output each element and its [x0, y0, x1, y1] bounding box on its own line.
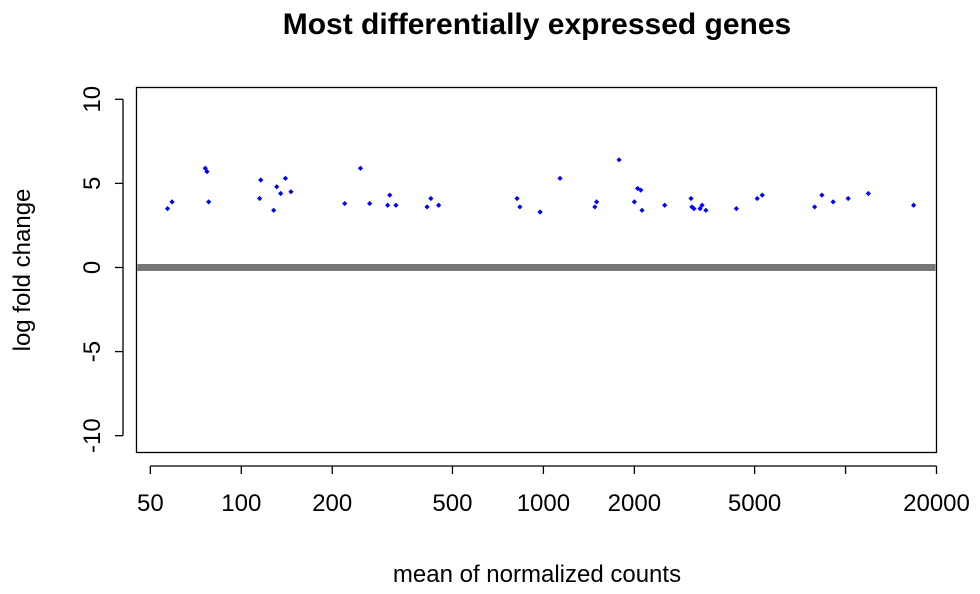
data-point — [662, 202, 668, 208]
data-point — [342, 200, 348, 207]
data-point — [514, 195, 520, 202]
data-point — [428, 195, 434, 202]
data-point — [385, 202, 391, 208]
data-point — [169, 199, 175, 205]
x-tick-label: 2000 — [608, 490, 661, 517]
data-point — [258, 177, 264, 183]
y-tick-label: 5 — [79, 177, 106, 190]
x-tick-label: 100 — [221, 490, 261, 517]
data-point — [754, 195, 760, 202]
x-tick-label: 1000 — [517, 490, 570, 517]
data-point — [638, 187, 644, 193]
y-tick-label: -5 — [79, 341, 106, 362]
data-point — [367, 200, 373, 207]
data-point — [819, 192, 825, 198]
data-point — [271, 207, 277, 213]
y-axis-label: log fold change — [9, 189, 36, 352]
data-point — [288, 189, 294, 195]
x-tick-label: 200 — [312, 490, 352, 517]
data-point — [733, 206, 739, 212]
points-layer — [164, 157, 917, 215]
data-point — [557, 175, 563, 181]
data-point — [257, 195, 263, 202]
x-tick-label: 20000 — [903, 490, 970, 517]
data-point — [759, 192, 765, 198]
y-axis: 10 5 0 -5 -10 — [79, 86, 124, 453]
data-point — [639, 207, 645, 213]
y-tick-label: 10 — [79, 86, 106, 113]
data-point — [278, 190, 284, 197]
data-point — [436, 202, 442, 208]
data-point — [387, 192, 393, 198]
x-tick-label: 50 — [137, 490, 164, 517]
x-axis-label: mean of normalized counts — [393, 561, 681, 588]
data-point — [616, 157, 622, 163]
data-point — [631, 199, 637, 205]
data-point — [282, 175, 289, 181]
data-point — [703, 207, 709, 213]
data-point — [357, 165, 364, 171]
data-point — [845, 195, 851, 202]
data-point — [164, 206, 171, 212]
chart-title: Most differentially expressed genes — [283, 8, 792, 41]
data-point — [688, 195, 694, 202]
x-axis: 50 100 200 500 1000 2000 5000 20000 — [137, 465, 970, 517]
data-point — [691, 206, 697, 212]
data-point — [699, 202, 705, 208]
data-point — [830, 199, 836, 205]
data-point — [697, 206, 703, 212]
data-point — [274, 184, 280, 190]
data-point — [204, 169, 210, 175]
data-point — [393, 202, 399, 208]
data-point — [812, 204, 818, 210]
x-tick-label: 500 — [432, 490, 472, 517]
data-point — [594, 199, 600, 205]
x-tick-label: 5000 — [728, 490, 781, 517]
data-point — [206, 199, 212, 205]
data-point — [911, 202, 917, 208]
data-point — [537, 209, 543, 215]
y-tick-label: -10 — [79, 418, 106, 453]
data-point — [517, 204, 523, 210]
data-point — [865, 190, 871, 197]
y-tick-label: 0 — [79, 261, 106, 274]
plot-frame — [135, 86, 938, 454]
data-point — [424, 204, 430, 210]
data-point — [592, 204, 598, 210]
